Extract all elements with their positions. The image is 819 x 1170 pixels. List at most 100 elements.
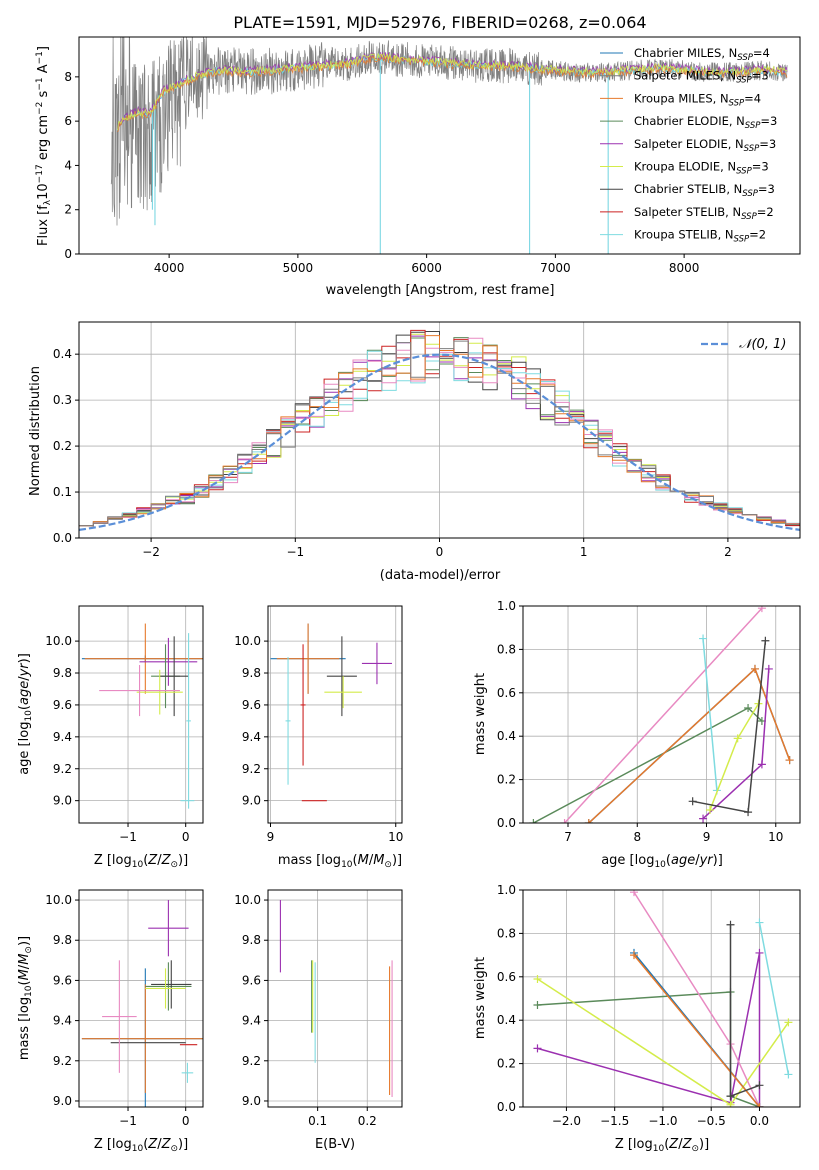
mass-z-frame (78, 889, 204, 1108)
mass-ebv-x-label: E(B-V) (315, 1137, 355, 1152)
mass-ebv-plot-area (279, 900, 393, 1097)
weight-series-line (702, 638, 718, 791)
weight-z-y-label: mass weight (473, 957, 488, 1039)
y-tick-label: 0.0 (53, 531, 72, 545)
age-mass-x-label: mass [log10(M/M⊙)] (278, 853, 402, 870)
legend-label: Salpeter ELODIE, NSSP=3 (634, 137, 776, 154)
y-tick-label: 1.0 (497, 599, 516, 613)
data-point-marker (785, 756, 794, 765)
data-point-marker (733, 734, 742, 743)
data-point-marker (629, 890, 638, 897)
x-tick-label: −2 (142, 545, 160, 559)
x-tick-label: −0.5 (697, 1114, 726, 1128)
y-tick-label: 9.0 (242, 1094, 261, 1108)
mass-z-grid (79, 890, 203, 1107)
y-tick-label: 9.6 (53, 698, 72, 712)
histogram-y-label: Normed distribution (28, 366, 43, 496)
legend-label: Chabrier ELODIE, NSSP=3 (634, 114, 777, 131)
x-tick-label: 8000 (669, 261, 700, 275)
x-tick-label: 0.0 (750, 1114, 769, 1128)
weight-series-line (537, 952, 761, 1107)
age-z-y-label: age [log10(age/yr)] (17, 653, 34, 775)
spectrum-legend: Chabrier MILES, NSSP=4 Salpeter MILES, NS… (600, 46, 777, 245)
y-tick-label: 9.4 (53, 730, 72, 744)
age-mass-plot-area (270, 623, 392, 802)
weight-age-ticks: 7 8 9 10 0.0 0.2 0.4 0.6 0.8 1.0 (497, 599, 783, 844)
weight-z-frame (522, 889, 801, 1108)
legend-label: Salpeter MILES, NSSP=3 (634, 69, 769, 86)
weight-z-plot-area (533, 890, 793, 1107)
y-tick-label: 0.2 (497, 773, 516, 787)
age-z-grid (79, 606, 203, 823)
data-point-marker (784, 1018, 793, 1027)
data-point-marker (529, 819, 538, 823)
x-tick-label: 4000 (154, 261, 185, 275)
data-point-marker (533, 1001, 542, 1010)
legend-label: Kroupa ELODIE, NSSP=3 (634, 160, 769, 177)
data-point-marker (761, 636, 770, 645)
x-tick-label: 0 (182, 830, 190, 844)
data-point-marker (755, 948, 764, 957)
x-tick-label: 0 (436, 545, 444, 559)
y-tick-label: 9.4 (242, 730, 261, 744)
data-point-marker (757, 760, 766, 769)
age-mass-frame (267, 605, 403, 824)
data-point-marker (757, 606, 766, 613)
y-tick-label: 9.0 (53, 794, 72, 808)
legend-label: Kroupa MILES, NSSP=4 (634, 91, 761, 108)
y-tick-label: 10.0 (234, 634, 261, 648)
x-tick-label: −1 (286, 545, 304, 559)
x-tick-label: −1 (119, 1114, 137, 1128)
y-tick-label: 9.8 (53, 666, 72, 680)
y-tick-label: 0.1 (53, 485, 72, 499)
y-tick-label: 0 (64, 247, 72, 261)
y-tick-label: 0.6 (497, 970, 516, 984)
y-tick-label: 9.4 (242, 1014, 261, 1028)
age-z-x-label: Z [log10(Z/Z⊙)] (94, 853, 188, 870)
x-tick-label: 9 (703, 830, 711, 844)
y-tick-label: 10.0 (45, 893, 72, 907)
weight-series-line (537, 991, 760, 1107)
x-tick-label: 9 (267, 830, 275, 844)
x-tick-label: 8 (633, 830, 641, 844)
legend-label: Salpeter STELIB, NSSP=2 (634, 205, 774, 222)
x-tick-label: 0.1 (308, 1114, 327, 1128)
y-tick-label: 0.2 (53, 439, 72, 453)
weight-age-x-label: age [log10(age/yr)] (601, 853, 723, 870)
data-point-marker (726, 920, 735, 929)
mass-z-x-label: Z [log10(Z/Z⊙)] (94, 1137, 188, 1154)
data-point-marker (699, 634, 708, 643)
weight-age-y-label: mass weight (473, 673, 488, 755)
weight-series-line (758, 922, 790, 1075)
y-tick-label: 0.2 (497, 1057, 516, 1071)
x-tick-label: 7000 (540, 261, 571, 275)
x-tick-label: 0 (182, 1114, 190, 1128)
x-tick-label: 1 (580, 545, 588, 559)
mass-z-y-label: mass [log10(M/M⊙)] (17, 936, 34, 1060)
legend-label: Kroupa STELIB, NSSP=2 (634, 228, 766, 245)
y-tick-label: 9.6 (53, 973, 72, 987)
data-point-marker (744, 703, 753, 712)
y-tick-label: 9.0 (242, 794, 261, 808)
y-tick-label: 9.6 (242, 698, 261, 712)
x-tick-label: −1.0 (648, 1114, 677, 1128)
data-point-marker (699, 814, 708, 823)
data-point-marker (533, 1044, 542, 1053)
x-tick-label: 10 (388, 830, 403, 844)
y-tick-label: 0.0 (497, 816, 516, 830)
spectrum-x-label: wavelength [Angstrom, rest frame] (326, 283, 555, 298)
mass-ebv-ticks: 0.1 0.2 9.0 9.2 9.4 9.6 9.8 10.0 (234, 893, 377, 1128)
y-tick-label: 9.8 (242, 666, 261, 680)
chart-title: PLATE=1591, MJD=52976, FIBERID=0268, z=0… (233, 13, 646, 32)
y-tick-label: 9.4 (53, 1014, 72, 1028)
x-tick-label: 7 (564, 830, 572, 844)
weight-series-line (564, 607, 763, 823)
data-point-marker (750, 664, 759, 673)
y-tick-label: 0.3 (53, 393, 72, 407)
histogram-plot-area (79, 329, 800, 531)
age-z-plot-area (81, 623, 203, 809)
observed-spectrum-line (110, 37, 788, 226)
normal-curve-line (79, 353, 800, 531)
histogram-x-label: (data-model)/error (380, 568, 501, 583)
x-tick-label: 6000 (411, 261, 442, 275)
